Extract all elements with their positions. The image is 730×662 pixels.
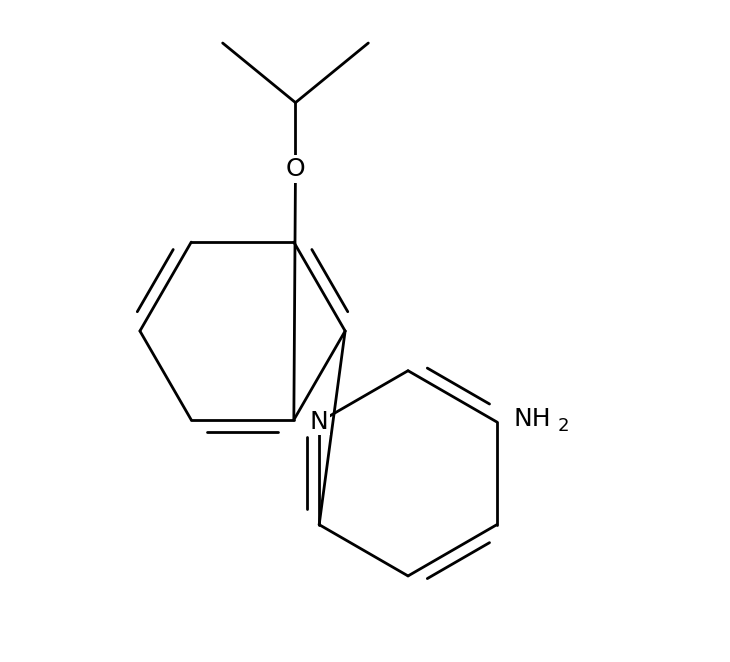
Text: O: O — [285, 157, 305, 181]
Text: N: N — [310, 410, 328, 434]
Text: NH: NH — [513, 406, 551, 431]
Text: 2: 2 — [557, 417, 569, 435]
